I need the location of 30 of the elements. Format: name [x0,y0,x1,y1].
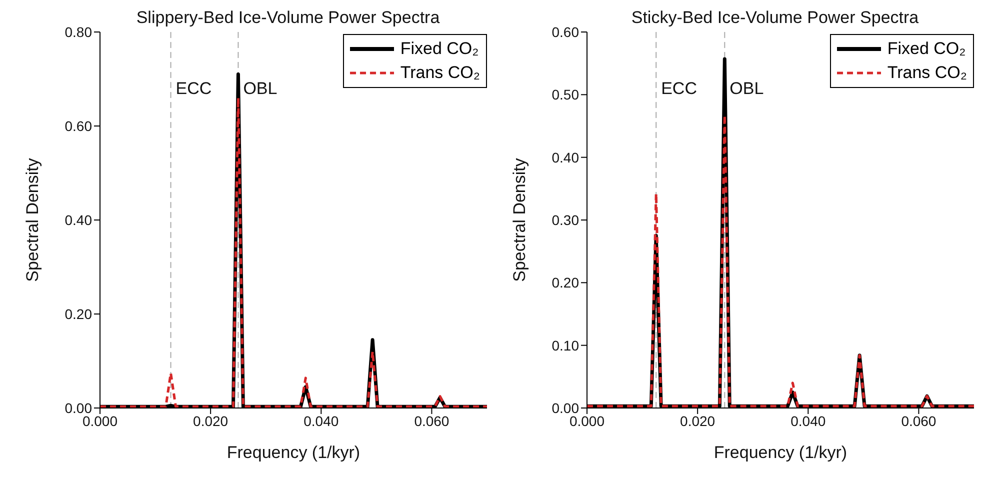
chart-title: Slippery-Bed Ice-Volume Power Spectra [135,8,441,28]
y-axis-title: Spectral Density [23,158,42,282]
x-tick-label: 0.020 [680,412,716,429]
ref-line-label: OBL [730,79,764,98]
y-tick-label: 0.50 [552,86,580,103]
x-axis-title: Frequency (1/kyr) [226,443,360,462]
x-tick-label: 0.040 [790,412,826,429]
ref-line-label: ECC [661,79,698,98]
y-tick-label: 0.20 [64,306,92,322]
y-tick-label: 0.40 [64,212,92,228]
legend-label: Fixed CO₂ [887,39,966,59]
legend-label: Trans CO₂ [887,63,967,83]
ref-line-label: OBL [243,79,278,98]
x-axis-title: Frequency (1/kyr) [714,443,848,462]
x-tick-label: 0.020 [193,412,228,429]
x-tick-label: 0.040 [304,412,339,429]
y-tick-label: 0.30 [552,212,580,228]
legend-label: Fixed CO₂ [400,39,479,59]
x-tick-label: 0.060 [901,412,936,429]
legend-label: Trans CO₂ [400,63,480,83]
x-tick-label: 0.060 [414,412,450,429]
y-tick-label: 0.60 [552,24,580,40]
y-axis-title: Spectral Density [510,158,530,282]
chart-title: Sticky-Bed Ice-Volume Power Spectra [630,8,920,28]
y-tick-label: 0.40 [552,149,580,166]
y-tick-label: 0.10 [552,337,580,354]
y-tick-label: 0.60 [64,118,92,134]
y-tick-label: 0.20 [552,274,580,291]
y-tick-label: 0.80 [64,24,92,40]
ref-line-label: ECC [176,79,212,98]
